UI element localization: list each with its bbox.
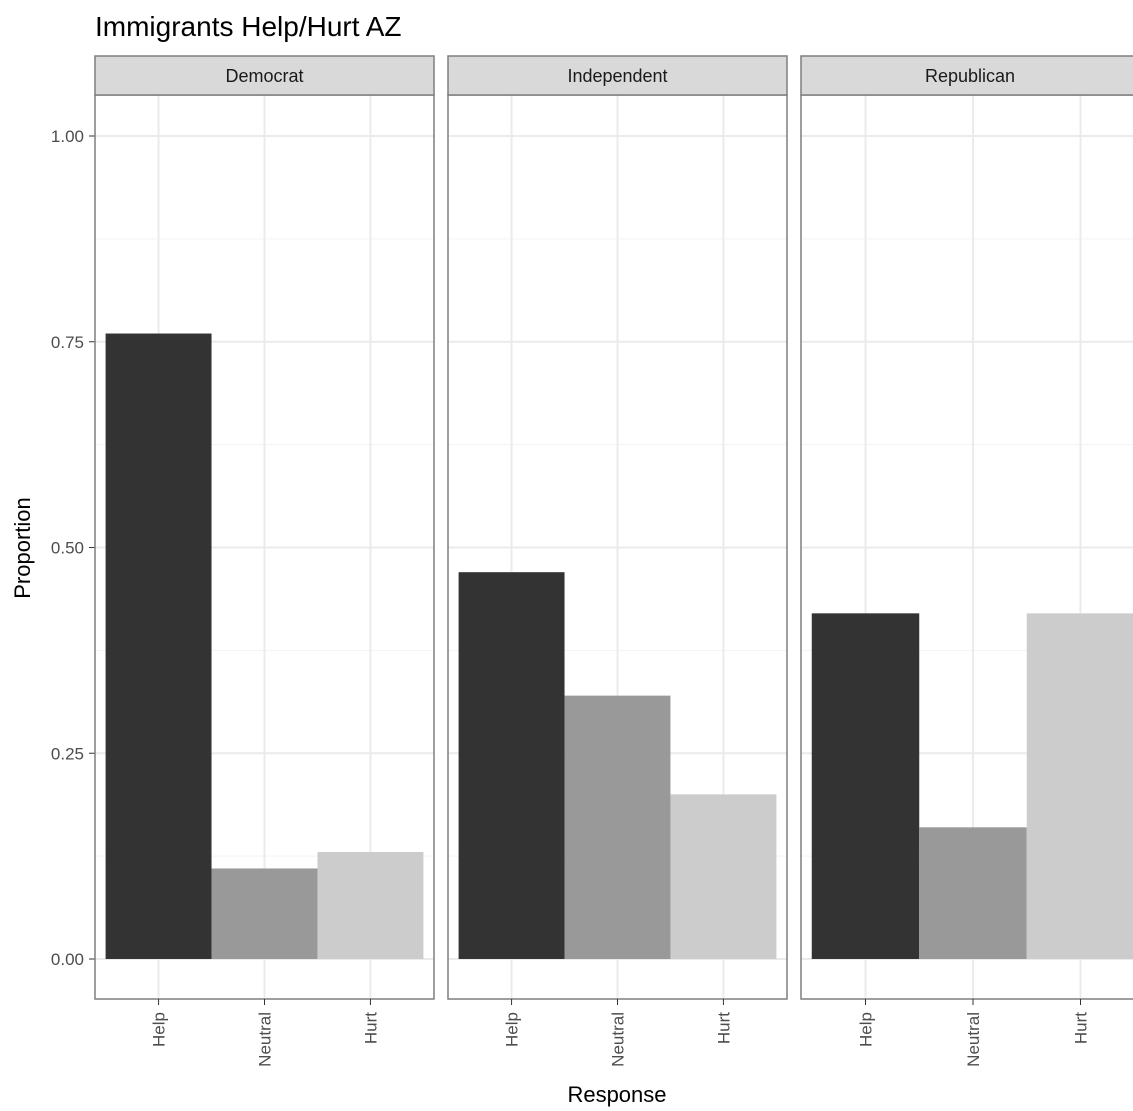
x-tick-label: Help — [150, 1012, 169, 1047]
x-tick-label: Hurt — [1072, 1012, 1091, 1044]
x-tick-label: Neutral — [609, 1012, 628, 1067]
y-tick-label: 0.00 — [51, 950, 84, 969]
y-tick-label: 1.00 — [51, 127, 84, 146]
x-tick-label: Neutral — [256, 1012, 275, 1067]
y-tick-label: 0.50 — [51, 539, 84, 558]
y-tick-label: 0.75 — [51, 333, 84, 352]
y-tick-label: 0.25 — [51, 744, 84, 763]
x-tick-label: Help — [503, 1012, 522, 1047]
facet-strip-label: Republican — [925, 66, 1015, 86]
x-tick-label: Hurt — [361, 1012, 380, 1044]
bar-democrat-neutral — [211, 868, 318, 959]
facet-strip — [800, 55, 1133, 96]
bar-independent-help — [458, 572, 565, 959]
facet-panel-independent: Independent Help Neutral Hurt — [447, 55, 788, 1067]
chart-title: Immigrants Help/Hurt AZ — [95, 11, 402, 42]
bar-democrat-help — [105, 333, 212, 959]
bar-independent-neutral — [564, 695, 671, 959]
facet-strip — [447, 55, 788, 96]
y-axis-title: Proportion — [10, 497, 35, 599]
x-tick-label: Help — [857, 1012, 876, 1047]
bar-republican-hurt — [1026, 613, 1133, 959]
bar-republican-help — [811, 613, 920, 959]
facet-strip — [94, 55, 435, 96]
x-tick-label: Hurt — [714, 1012, 733, 1044]
x-tick-label: Neutral — [964, 1012, 983, 1067]
facet-strip-label: Independent — [567, 66, 667, 86]
facet-strip-label: Democrat — [225, 66, 303, 86]
facet-panels: Democrat Help Neutral Hurt Independent Help Ne… — [94, 55, 1133, 1067]
facet-panel-democrat: Democrat Help Neutral Hurt — [94, 55, 435, 1067]
bar-democrat-hurt — [317, 852, 424, 959]
bar-republican-neutral — [919, 827, 1027, 959]
x-axis-title: Response — [567, 1082, 666, 1107]
bar-independent-hurt — [670, 794, 777, 959]
y-axis: 0.00 0.25 0.50 0.75 1.00 — [51, 127, 95, 969]
facet-panel-republican: Republican Help Neutral Hurt — [800, 55, 1133, 1067]
